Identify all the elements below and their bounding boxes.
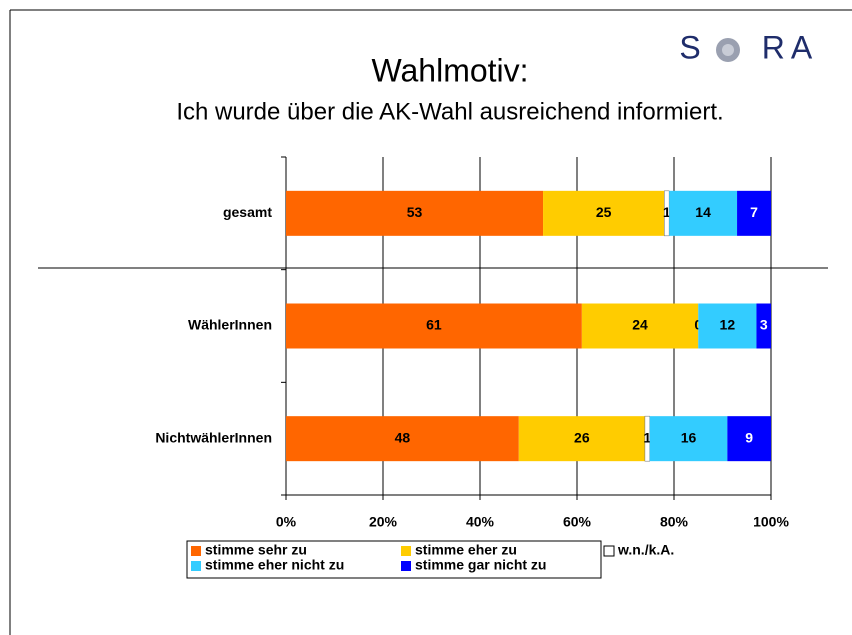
chart-title: Wahlmotiv: [371,52,528,88]
data-label: 26 [574,429,590,445]
logo-icon [722,44,734,56]
bar-segment [286,416,519,462]
data-label: 1 [663,204,671,220]
bar-segment [581,303,699,349]
y-tick-label: gesamt [223,204,272,220]
bar-segment [543,190,665,236]
legend-swatch [191,546,201,556]
logo-text: RA [762,29,818,65]
y-tick-label: NichtwählerInnen [155,429,272,445]
x-tick-label: 40% [466,514,495,530]
bar-segment [698,303,757,349]
x-tick-label: 80% [660,514,689,530]
legend-swatch [191,561,201,571]
x-tick-label: 100% [753,514,789,530]
bar-segment [669,190,738,236]
data-label: 53 [407,204,423,220]
y-tick-label: WählerInnen [188,317,272,333]
x-tick-label: 0% [276,514,297,530]
legend-swatch [401,546,411,556]
legend-label: w.n./k.A. [617,542,674,558]
legend-label: stimme eher zu [415,542,517,558]
data-label: 48 [395,429,411,445]
legend-swatch [401,561,411,571]
legend-label: stimme gar nicht zu [415,557,546,573]
data-label: 3 [760,317,768,333]
logo: S RA [679,29,818,65]
bar-segment [286,190,544,236]
chart-subtitle: Ich wurde über die AK-Wahl ausreichend i… [176,98,723,125]
x-tick-label: 60% [563,514,592,530]
data-label: 25 [596,204,612,220]
bar-segment [649,416,728,462]
bar-segment [664,190,670,237]
data-label: 61 [426,317,442,333]
x-tick-label: 20% [369,514,398,530]
legend-swatch [603,545,615,557]
data-label: 7 [750,204,758,220]
data-label: 1 [643,429,651,445]
legend-box [186,540,602,579]
bar-segment [286,303,582,349]
data-label: 9 [745,429,753,445]
data-label: 16 [681,429,697,445]
bar-segment [737,190,771,236]
bar-segment [727,416,771,462]
data-label: 12 [720,317,736,333]
logo-text: S [679,29,700,65]
bar-segment [518,416,645,462]
bar-segment [756,303,771,349]
legend-label: stimme sehr zu [205,542,307,558]
data-label: 24 [632,317,648,333]
data-label: 14 [695,204,711,220]
legend-label: stimme eher nicht zu [205,557,344,573]
